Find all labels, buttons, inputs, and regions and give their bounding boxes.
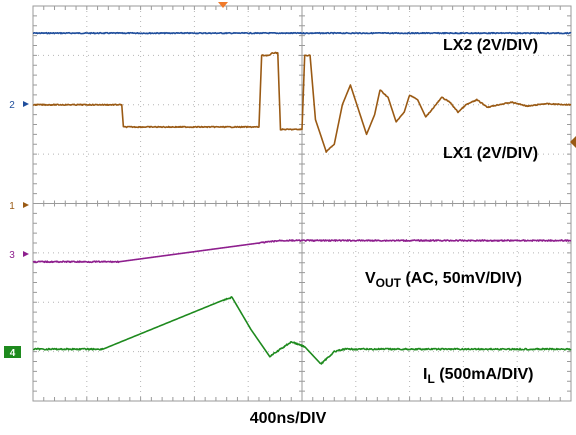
trace-ch2-top <box>32 31 572 35</box>
label-il: IL (500mA/DIV) <box>423 366 534 386</box>
label-vout-tail: (AC, 50mV/DIV) <box>401 270 522 287</box>
time-scale-label: 400ns/DIV <box>249 410 327 427</box>
marker-label-ch1: 1 <box>9 201 15 212</box>
label-lx1: LX1 (2V/DIV) <box>443 145 538 162</box>
traces <box>32 31 572 365</box>
marker-box-il <box>4 346 21 358</box>
grid <box>32 5 572 402</box>
marker-label-lx1: 2 <box>9 100 15 111</box>
label-lx2: LX2 (2V/DIV) <box>443 37 538 54</box>
trace-il <box>32 296 572 365</box>
trigger-marker <box>218 2 228 8</box>
trace-lx1 <box>32 51 572 153</box>
trigger-level-marker <box>570 136 576 148</box>
trace-vout <box>32 239 572 264</box>
channel-markers: 2 3 4 1 <box>4 100 29 359</box>
marker-arrow-ch1 <box>23 202 29 208</box>
label-vout: VOUT (AC, 50mV/DIV) <box>365 270 522 290</box>
label-vout-sub: OUT <box>376 276 402 290</box>
marker-arrow-vout <box>23 251 29 257</box>
marker-label-il: 4 <box>10 348 16 359</box>
label-il-tail: (500mA/DIV) <box>435 366 534 383</box>
marker-arrow-lx1 <box>23 101 29 107</box>
label-il-sub: L <box>427 372 434 386</box>
marker-label-vout: 3 <box>9 250 15 261</box>
